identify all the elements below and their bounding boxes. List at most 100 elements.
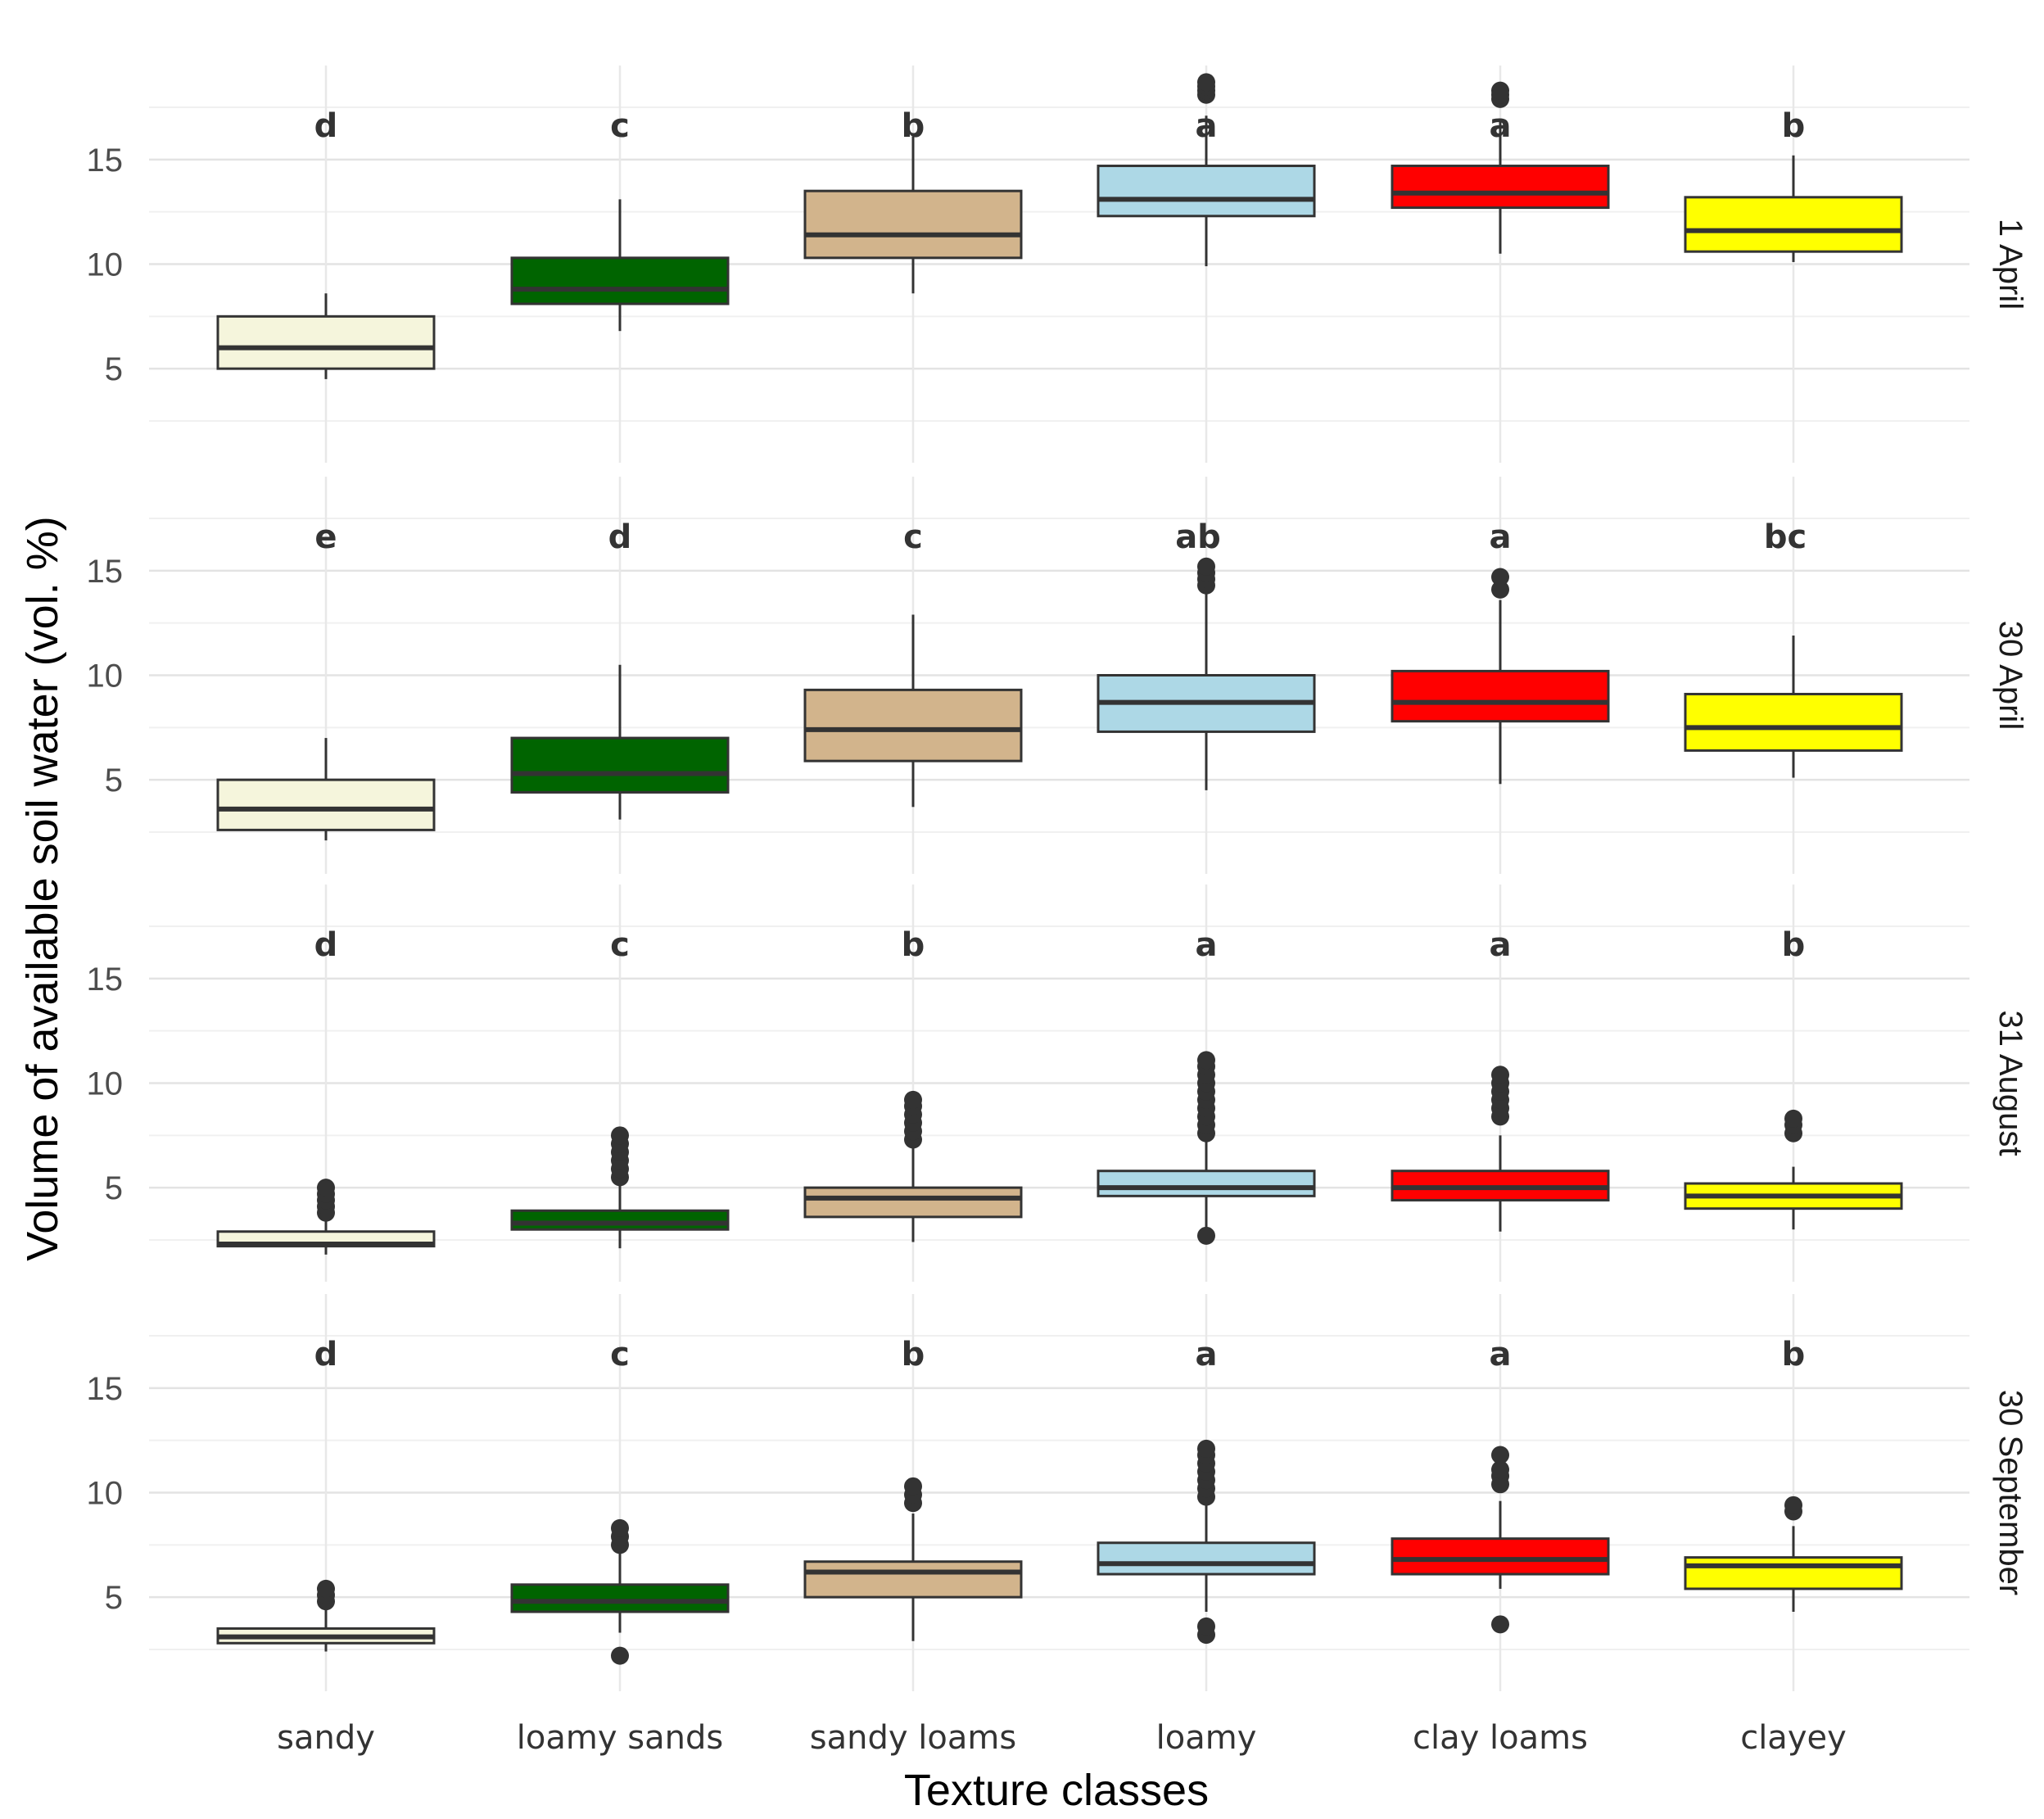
outlier-point [317, 1579, 335, 1598]
outlier-point [1491, 1446, 1509, 1464]
box-body [1391, 1537, 1610, 1576]
box-body [803, 1560, 1023, 1599]
outlier-point [1197, 557, 1215, 576]
y-tick-label: 15 [87, 554, 124, 590]
box-body [510, 1583, 730, 1613]
x-axis-title: Texture classes [904, 1766, 1209, 1815]
significance-letter: a [1196, 107, 1218, 145]
significance-letter: d [608, 518, 632, 556]
significance-letter: c [610, 1336, 630, 1373]
box-sandy [216, 738, 436, 841]
significance-letter: e [314, 518, 337, 556]
outlier-point [904, 1090, 922, 1109]
significance-letter: a [1490, 518, 1512, 556]
outlier-point [1197, 1617, 1215, 1636]
box-body [803, 1186, 1023, 1219]
y-tick-label: 15 [87, 143, 124, 179]
outlier-point [1784, 1495, 1802, 1514]
outlier-point [1491, 568, 1509, 586]
outlier-point [1491, 81, 1509, 100]
significance-letter: b [902, 926, 925, 964]
panel-strip-label: 1 April [1992, 219, 2028, 310]
outlier-point [1197, 1226, 1215, 1245]
panel-2: 5 10 15 e d c ab a bc 30 April [87, 477, 2028, 874]
x-tick-label: sandy [277, 1719, 375, 1757]
box-sandy-loams [803, 1477, 1023, 1641]
box-body [510, 1209, 730, 1231]
outlier-point [1197, 1439, 1215, 1458]
x-tick-label: loamy [1156, 1719, 1257, 1757]
box-body [1684, 1556, 1903, 1590]
box-body [216, 778, 436, 831]
y-tick-label: 15 [87, 962, 124, 998]
significance-letter: c [610, 926, 630, 964]
outlier-point [1197, 73, 1215, 92]
box-sandy-loams [803, 614, 1023, 808]
significance-letter: a [1490, 107, 1512, 145]
outlier-point [611, 1518, 629, 1537]
significance-letter: b [1782, 107, 1806, 145]
panel-4: 5 10 15 d c b a a b 30 September [87, 1294, 2028, 1691]
significance-letter: d [314, 926, 338, 964]
box-sandy [216, 1579, 436, 1652]
box-body [1684, 692, 1903, 752]
box-body [803, 189, 1023, 260]
box-loamy-sands [510, 1518, 730, 1665]
box-clayey [1684, 1495, 1903, 1612]
outlier-point [904, 1477, 922, 1495]
box-body [216, 314, 436, 370]
y-axis-title: Volume of available soil water (vol. %) [18, 516, 67, 1260]
box-body [1391, 669, 1610, 723]
panel-strip-label: 31 August [1992, 1011, 2028, 1156]
box-clay-loams [1391, 81, 1610, 254]
significance-letter: b [1782, 926, 1806, 964]
box-body [1684, 196, 1903, 253]
outlier-point [611, 1126, 629, 1145]
panel-strip-label: 30 September [1992, 1390, 2028, 1595]
outlier-point [1197, 1051, 1215, 1070]
outlier-point [1491, 1460, 1509, 1479]
y-tick-label: 5 [105, 1580, 123, 1616]
box-body [1097, 1170, 1316, 1197]
box-clayey [1684, 636, 1903, 778]
box-clayey [1684, 155, 1903, 262]
significance-letter: a [1490, 1336, 1512, 1373]
box-body [510, 736, 730, 794]
y-tick-label: 5 [105, 1170, 123, 1206]
y-tick-label: 15 [87, 1371, 124, 1407]
box-sandy [216, 293, 436, 379]
outlier-point [317, 1179, 335, 1197]
outlier-point [1491, 1066, 1509, 1084]
significance-letter: bc [1764, 518, 1807, 556]
significance-letter: b [902, 1336, 925, 1373]
y-tick-label: 10 [87, 1066, 124, 1102]
box-loamy [1097, 73, 1316, 267]
significance-letter: b [1782, 1336, 1806, 1373]
significance-letter: d [314, 1336, 338, 1373]
panel-1: 5 10 15 d c b a a b 1 April [87, 66, 2028, 463]
x-tick-label: clay loams [1413, 1719, 1588, 1757]
significance-letter: c [903, 518, 923, 556]
y-tick-label: 5 [105, 351, 123, 387]
box-clay-loams [1391, 1066, 1610, 1232]
box-loamy [1097, 557, 1316, 790]
box-clay-loams [1391, 568, 1610, 785]
significance-letter: ab [1175, 518, 1221, 556]
box-body [1097, 165, 1316, 218]
panel-3: 5 10 15 d c b a a b 31 August [87, 885, 2028, 1282]
significance-letter: c [610, 107, 630, 145]
box-body [1097, 1541, 1316, 1576]
box-clayey [1684, 1109, 1903, 1230]
box-loamy [1097, 1439, 1316, 1645]
panel-strip-label: 30 April [1992, 621, 2028, 730]
x-tick-label: loamy sands [517, 1719, 723, 1757]
significance-letter: d [314, 107, 338, 145]
x-tick-label: clayey [1740, 1719, 1847, 1757]
box-sandy [216, 1179, 436, 1255]
y-tick-label: 5 [105, 762, 123, 799]
box-sandy-loams [803, 1090, 1023, 1242]
box-body [510, 256, 730, 305]
box-body [803, 688, 1023, 762]
box-loamy-sands [510, 199, 730, 332]
